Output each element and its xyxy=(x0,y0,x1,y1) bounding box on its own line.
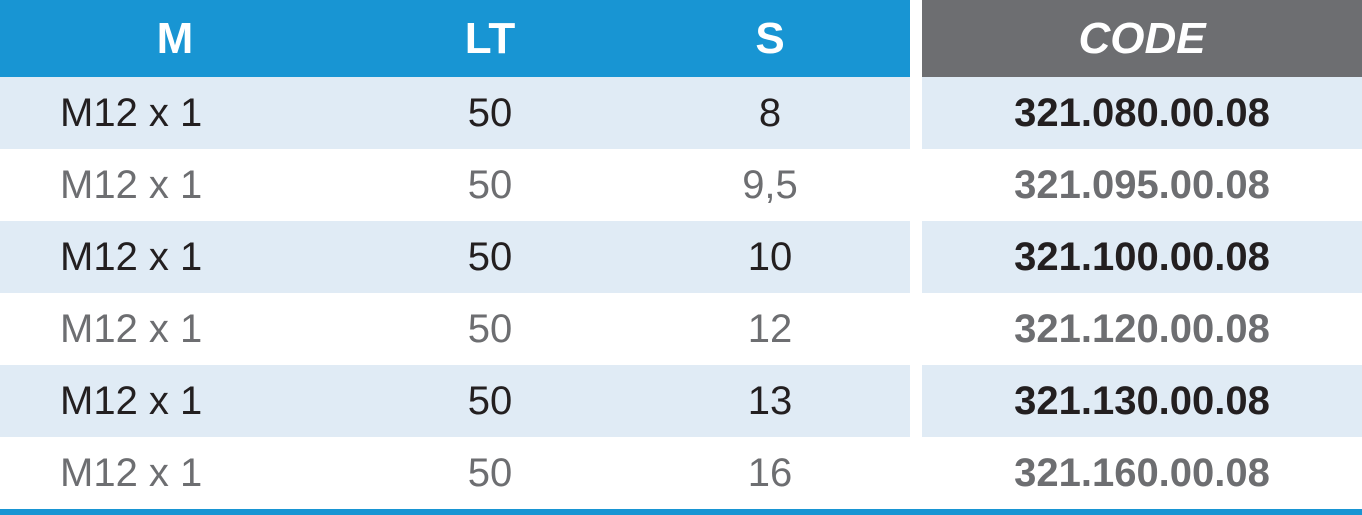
cell-m: M12 x 1 xyxy=(0,77,350,149)
spec-table: M LT S CODE M12 x 1 50 8 321.080.00.08 M… xyxy=(0,0,1362,515)
header-row: M LT S CODE xyxy=(0,0,1362,77)
cell-lt: 50 xyxy=(350,149,630,221)
header-lt: LT xyxy=(350,0,630,77)
cell-code: 321.080.00.08 xyxy=(922,77,1362,149)
table-row: M12 x 1 50 12 321.120.00.08 xyxy=(0,293,1362,365)
table-row: M12 x 1 50 8 321.080.00.08 xyxy=(0,77,1362,149)
cell-lt: 50 xyxy=(350,77,630,149)
gap-cell xyxy=(910,437,922,512)
header-s: S xyxy=(630,0,910,77)
cell-code: 321.100.00.08 xyxy=(922,221,1362,293)
gap-cell xyxy=(910,221,922,293)
table-row: M12 x 1 50 13 321.130.00.08 xyxy=(0,365,1362,437)
cell-s: 10 xyxy=(630,221,910,293)
cell-s: 8 xyxy=(630,77,910,149)
table-row: M12 x 1 50 16 321.160.00.08 xyxy=(0,437,1362,512)
cell-m: M12 x 1 xyxy=(0,365,350,437)
cell-code: 321.130.00.08 xyxy=(922,365,1362,437)
gap-cell xyxy=(910,293,922,365)
cell-lt: 50 xyxy=(350,293,630,365)
cell-code: 321.120.00.08 xyxy=(922,293,1362,365)
cell-code: 321.160.00.08 xyxy=(922,437,1362,512)
cell-m: M12 x 1 xyxy=(0,149,350,221)
cell-lt: 50 xyxy=(350,365,630,437)
cell-m: M12 x 1 xyxy=(0,221,350,293)
table-row: M12 x 1 50 10 321.100.00.08 xyxy=(0,221,1362,293)
cell-code: 321.095.00.08 xyxy=(922,149,1362,221)
cell-s: 12 xyxy=(630,293,910,365)
cell-lt: 50 xyxy=(350,437,630,512)
table-row: M12 x 1 50 9,5 321.095.00.08 xyxy=(0,149,1362,221)
gap-cell xyxy=(910,149,922,221)
cell-s: 16 xyxy=(630,437,910,512)
cell-s: 13 xyxy=(630,365,910,437)
gap-cell xyxy=(910,77,922,149)
cell-m: M12 x 1 xyxy=(0,437,350,512)
cell-m: M12 x 1 xyxy=(0,293,350,365)
gap-cell xyxy=(910,365,922,437)
cell-s: 9,5 xyxy=(630,149,910,221)
cell-lt: 50 xyxy=(350,221,630,293)
header-gap xyxy=(910,0,922,77)
header-m: M xyxy=(0,0,350,77)
header-code: CODE xyxy=(922,0,1362,77)
table-body: M12 x 1 50 8 321.080.00.08 M12 x 1 50 9,… xyxy=(0,77,1362,512)
